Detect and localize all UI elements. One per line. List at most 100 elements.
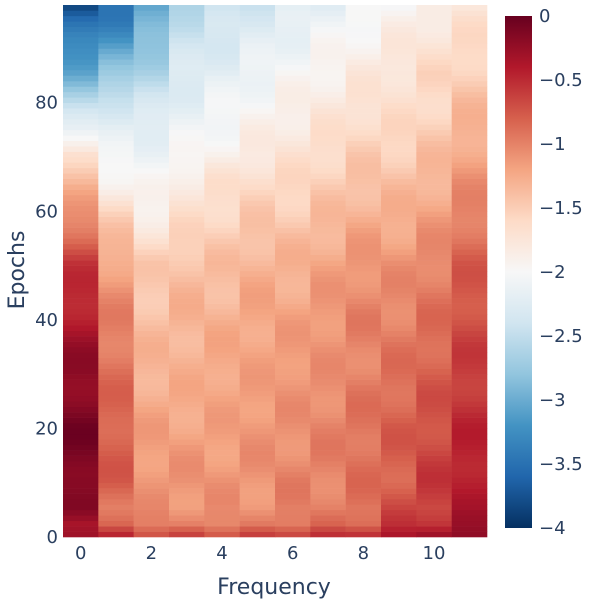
heatmap-cell xyxy=(98,75,134,82)
heatmap-cell xyxy=(133,488,170,494)
heatmap-cell xyxy=(133,102,170,109)
heatmap-cell xyxy=(381,205,417,212)
heatmap-cell xyxy=(345,43,382,49)
heatmap-cell xyxy=(133,5,170,11)
heatmap-cell xyxy=(310,309,346,315)
heatmap-cell xyxy=(275,135,311,142)
heatmap-cell xyxy=(381,59,417,66)
heatmap-cell xyxy=(451,178,488,185)
heatmap-cell xyxy=(416,75,452,82)
heatmap-cell xyxy=(98,113,134,120)
heatmap-cell xyxy=(416,374,452,380)
heatmap-cell xyxy=(133,319,170,326)
heatmap-cell xyxy=(451,124,488,131)
heatmap-cell xyxy=(204,53,240,60)
heatmap-cell xyxy=(451,26,488,33)
heatmap-cell xyxy=(310,113,346,120)
heatmap-cell xyxy=(169,520,205,527)
heatmap-cell xyxy=(239,233,276,239)
heatmap-cell xyxy=(310,102,346,109)
heatmap-cell xyxy=(204,509,240,516)
heatmap-cell xyxy=(345,520,382,527)
heatmap-cell xyxy=(416,53,452,60)
heatmap-cell xyxy=(381,363,417,370)
heatmap-cell xyxy=(310,499,346,505)
heatmap-cell xyxy=(98,53,134,60)
heatmap-cell xyxy=(381,227,417,234)
heatmap-cell xyxy=(98,15,134,22)
heatmap-cell xyxy=(416,526,452,532)
heatmap-cell xyxy=(345,59,382,66)
heatmap-cell xyxy=(451,102,488,109)
heatmap-cell xyxy=(275,75,311,82)
heatmap-cell xyxy=(133,368,170,375)
heatmap-cell xyxy=(98,97,134,104)
heatmap-cell xyxy=(451,455,488,462)
heatmap-cell xyxy=(169,374,205,380)
heatmap-cell xyxy=(416,135,452,142)
heatmap-cell xyxy=(381,97,417,104)
heatmap-cell xyxy=(381,368,417,375)
heatmap-cell xyxy=(345,195,382,201)
heatmap-cell xyxy=(416,102,452,109)
heatmap-cell xyxy=(239,509,276,516)
y-tick-label: 40 xyxy=(35,310,58,331)
heatmap-cell xyxy=(169,499,205,505)
heatmap-cell xyxy=(310,368,346,375)
heatmap-cell xyxy=(275,97,311,104)
heatmap-cell xyxy=(98,184,134,190)
heatmap-cell xyxy=(239,428,276,435)
heatmap-cell xyxy=(451,265,488,272)
heatmap-cell xyxy=(416,515,452,522)
heatmap-cell xyxy=(204,466,240,473)
heatmap-cell xyxy=(310,32,346,38)
heatmap-cell xyxy=(98,195,134,201)
heatmap-cell xyxy=(275,184,311,190)
heatmap-cell xyxy=(169,64,205,71)
heatmap-cell xyxy=(63,21,99,28)
y-axis-title: Epochs xyxy=(5,231,30,310)
heatmap-cell xyxy=(239,482,276,489)
heatmap-cell xyxy=(310,330,346,337)
heatmap-cell xyxy=(451,417,488,424)
heatmap-cell xyxy=(451,70,488,76)
heatmap-cell xyxy=(416,281,452,288)
heatmap-cell xyxy=(169,357,205,364)
heatmap-cell xyxy=(345,461,382,467)
heatmap-cell xyxy=(451,108,488,114)
heatmap-cell xyxy=(169,59,205,66)
heatmap-cell xyxy=(204,281,240,288)
heatmap-cell xyxy=(310,97,346,104)
heatmap-cell xyxy=(310,450,346,456)
heatmap-cell xyxy=(133,260,170,266)
heatmap-cell xyxy=(416,162,452,169)
heatmap-cell xyxy=(416,178,452,185)
heatmap-cell xyxy=(451,347,488,353)
x-tick-label: 6 xyxy=(287,543,298,564)
heatmap-cell xyxy=(169,461,205,467)
heatmap-cell xyxy=(63,379,99,386)
heatmap-cell xyxy=(416,412,452,418)
heatmap-cell xyxy=(275,265,311,272)
heatmap-cell xyxy=(310,173,346,180)
heatmap-cell xyxy=(133,233,170,239)
heatmap-cell xyxy=(239,32,276,38)
heatmap-cell xyxy=(63,488,99,494)
heatmap-cell xyxy=(451,281,488,288)
heatmap-cell xyxy=(169,482,205,489)
heatmap-cell xyxy=(63,330,99,337)
heatmap-cell xyxy=(451,499,488,505)
heatmap-cell xyxy=(239,5,276,11)
heatmap-cell xyxy=(310,314,346,321)
heatmap-cell xyxy=(239,385,276,391)
heatmap-cell xyxy=(239,222,276,228)
heatmap-cell xyxy=(416,379,452,386)
heatmap-cell xyxy=(416,499,452,505)
heatmap-cell xyxy=(239,325,276,332)
heatmap-cell xyxy=(310,433,346,440)
heatmap-cell xyxy=(169,178,205,185)
heatmap-cell xyxy=(275,504,311,511)
heatmap-cell xyxy=(345,200,382,207)
heatmap-cell xyxy=(239,97,276,104)
heatmap-cell xyxy=(204,385,240,391)
